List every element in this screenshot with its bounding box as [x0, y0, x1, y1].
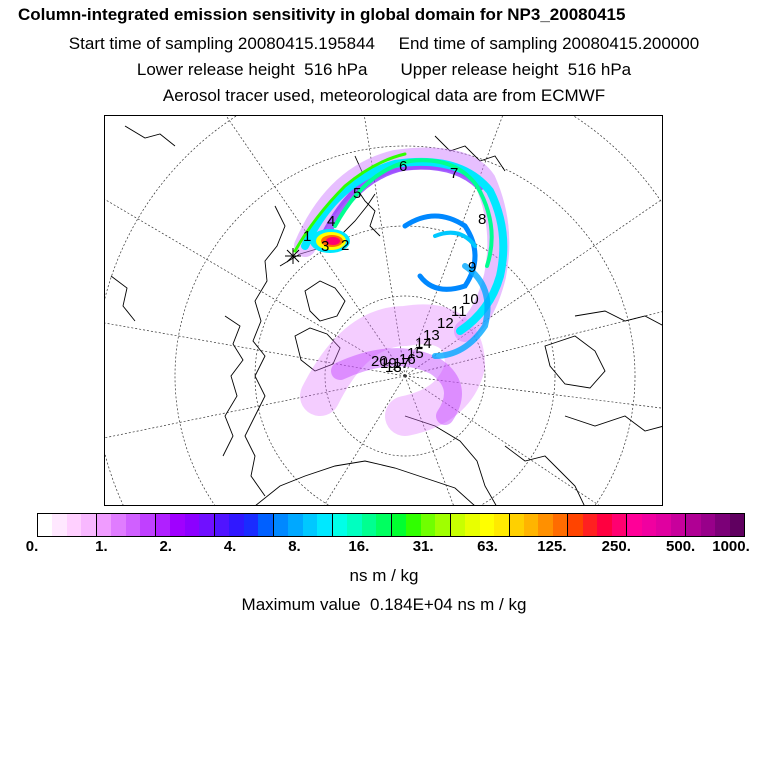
day-label: 12	[437, 315, 454, 332]
colorbar-segment	[509, 514, 524, 536]
day-label: 11	[451, 303, 467, 320]
colorbar-segment	[465, 514, 480, 536]
plot-title: Column-integrated emission sensitivity i…	[18, 5, 626, 24]
colorbar-segment	[376, 514, 392, 536]
release-marker	[285, 248, 301, 264]
day-label: 15	[407, 345, 424, 362]
colorbar-segment	[317, 514, 333, 536]
colorbar-segment	[199, 514, 215, 536]
colorbar-segment	[155, 514, 171, 536]
colorbar-segment	[435, 514, 451, 536]
day-label: 7	[450, 165, 458, 182]
data-source: Aerosol tracer used, meteorological data…	[162, 86, 606, 105]
colorbar-segment	[332, 514, 348, 536]
colorbar-segment	[258, 514, 274, 536]
day-label: 14	[415, 335, 432, 352]
colorbar-unit: ns m / kg	[349, 566, 419, 585]
colorbar-segment	[347, 514, 362, 536]
colorbar-segment	[125, 514, 141, 536]
colorbar-segment	[391, 514, 407, 536]
colorbar-tick-label: 250.	[601, 538, 631, 555]
colorbar-segment	[81, 514, 97, 536]
colorbar-segment	[214, 514, 230, 536]
colorbar-segment	[729, 514, 745, 536]
colorbar-segment	[111, 514, 126, 536]
colorbar-tick-label: 1.	[95, 538, 108, 555]
colorbar-tick-label: 2.	[159, 538, 172, 555]
colorbar-segment	[582, 514, 598, 536]
day-label: 6	[399, 158, 407, 175]
colorbar-segment	[641, 514, 657, 536]
polar-map: 1 2 3 4 5 6 7 8 9 10 11 12 13 14 15 16 1…	[104, 115, 663, 506]
colorbar-segment	[568, 514, 583, 536]
map-canvas: 1 2 3 4 5 6 7 8 9 10 11 12 13 14 15 16 1…	[105, 116, 662, 505]
colorbar-segment	[273, 514, 289, 536]
colorbar-tick-label: 4.	[223, 538, 237, 555]
colorbar-tick-label: 8.	[288, 538, 301, 555]
day-label: 4	[327, 213, 335, 230]
colorbar-tick-label: 1000.	[712, 538, 750, 555]
colorbar-segment	[229, 514, 244, 536]
colorbar-segment	[494, 514, 510, 536]
colorbar-segment	[611, 514, 628, 536]
colorbar-segment	[597, 514, 612, 536]
colorbar-segment	[715, 514, 730, 536]
source-hotspot	[310, 229, 350, 253]
colorbar-segment	[479, 514, 495, 536]
colorbar-tick-label: 125.	[537, 538, 567, 555]
colorbar-segment	[523, 514, 539, 536]
day-label: 3	[321, 238, 329, 255]
colorbar-segment	[686, 514, 701, 536]
day-label: 8	[478, 211, 486, 228]
day-label: 20	[371, 353, 388, 370]
colorbar-segment	[670, 514, 687, 536]
colorbar-segment	[406, 514, 421, 536]
colorbar-segment	[96, 514, 112, 536]
day-label: 13	[423, 327, 440, 344]
day-label: 17	[393, 355, 410, 372]
day-labels: 1 2 3 4 5 6 7 8 9 10 11 12 13 14 15 16 1…	[303, 158, 486, 376]
sensitivity-plume	[293, 147, 510, 436]
colorbar-segment	[420, 514, 436, 536]
colorbar-segment	[450, 514, 466, 536]
colorbar-segment	[288, 514, 303, 536]
day-label: 5	[353, 185, 361, 202]
colorbar-segment	[184, 514, 200, 536]
colorbar-tick-label: 0.	[25, 538, 39, 555]
colorbar-tick-label: 16.	[348, 538, 370, 555]
colorbar-segment	[627, 514, 642, 536]
day-label: 2	[341, 237, 349, 254]
maximum-value: Maximum value 0.184E+04 ns m / kg	[241, 595, 527, 614]
colorbar-segment	[302, 514, 318, 536]
colorbar-tick-label: 31.	[412, 538, 434, 555]
colorbar-segment	[656, 514, 671, 536]
latitude-circles	[105, 116, 662, 505]
colorbar-segment	[66, 514, 82, 536]
day-label: 18	[385, 359, 402, 376]
release-heights: Lower release height 516 hPa Upper relea…	[136, 60, 632, 79]
day-label: 9	[468, 259, 476, 276]
coastlines	[110, 125, 662, 505]
colorbar-segment	[700, 514, 716, 536]
colorbar-segment	[140, 514, 156, 536]
day-label: 1	[303, 228, 311, 245]
day-label: 16	[399, 351, 416, 368]
colorbar-segment	[538, 514, 553, 536]
colorbar-segment	[361, 514, 377, 536]
colorbar-tick-label: 63.	[477, 538, 498, 555]
sampling-times: Start time of sampling 20080415.195844 E…	[68, 34, 700, 53]
colorbar-segment	[243, 514, 259, 536]
colorbar-segment	[170, 514, 185, 536]
day-label: 19	[380, 355, 397, 372]
colorbar-tick-label: 500.	[666, 538, 696, 555]
colorbar-segment	[38, 514, 53, 536]
colorbar-segment	[52, 514, 67, 536]
colorbar	[37, 513, 745, 537]
day-label: 10	[462, 291, 479, 308]
colorbar-segment	[552, 514, 569, 536]
